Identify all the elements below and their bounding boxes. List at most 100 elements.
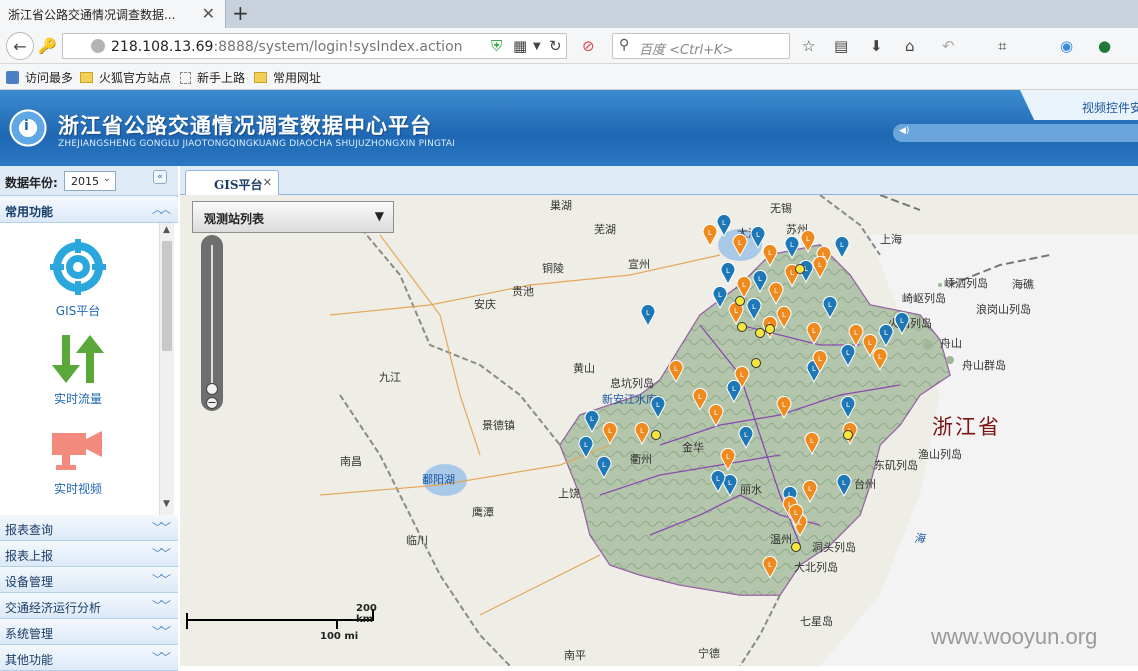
gis-platform-button[interactable]: GIS平台 (28, 239, 128, 319)
station-marker-orange-icon[interactable]: L (776, 395, 792, 419)
realtime-video-button[interactable]: 实时视频 (28, 425, 128, 497)
reload-icon[interactable]: ↻ (549, 37, 562, 55)
station-marker-orange-icon[interactable]: L (602, 421, 618, 445)
station-marker-orange-icon[interactable]: L (736, 275, 752, 299)
station-marker-orange-icon[interactable]: L (720, 447, 736, 471)
shield-icon[interactable]: ⛨ (491, 37, 503, 55)
station-marker-blue-icon[interactable]: L (712, 285, 728, 309)
station-point-icon[interactable] (735, 296, 745, 306)
station-marker-blue-icon[interactable]: L (834, 235, 850, 259)
bookmark-most-visited[interactable]: 访问最多 (6, 69, 73, 86)
tab-gis-platform[interactable]: GIS平台 ✕ (185, 170, 279, 196)
station-marker-blue-icon[interactable]: L (596, 455, 612, 479)
bookmark-common-sites[interactable]: 常用网址 (254, 69, 321, 86)
accordion-common-functions[interactable]: 常用功能 ︿︿ (0, 197, 178, 223)
accordion-report-submit[interactable]: 报表上报 ﹀﹀ (0, 541, 178, 567)
station-point-icon[interactable] (651, 430, 661, 440)
download-icon[interactable]: ⬇ (870, 37, 883, 55)
station-marker-orange-icon[interactable]: L (708, 403, 724, 427)
station-marker-orange-icon[interactable]: L (762, 555, 778, 579)
station-point-icon[interactable] (737, 322, 747, 332)
block-icon[interactable]: ⊘ (582, 37, 595, 55)
accordion-other-functions[interactable]: 其他功能 ﹀﹀ (0, 645, 178, 671)
station-marker-blue-icon[interactable]: L (720, 261, 736, 285)
station-point-icon[interactable] (795, 264, 805, 274)
reading-list-icon[interactable]: ▤ (834, 37, 849, 55)
close-tab-icon[interactable]: ✕ (262, 176, 272, 189)
new-tab-icon[interactable]: + (232, 1, 249, 25)
station-marker-blue-icon[interactable]: L (894, 311, 910, 335)
station-marker-orange-icon[interactable]: L (848, 323, 864, 347)
undo-icon[interactable]: ↶ (942, 37, 955, 55)
dropdown-arrow-icon[interactable]: ▼ (533, 40, 541, 52)
accordion-report-query[interactable]: 报表查询 ﹀﹀ (0, 515, 178, 541)
url-bar[interactable]: 218.108.13.69:8888/system/login!sysIndex… (62, 33, 567, 59)
station-point-icon[interactable] (755, 328, 765, 338)
station-marker-blue-icon[interactable]: L (752, 269, 768, 293)
station-marker-blue-icon[interactable]: L (738, 425, 754, 449)
station-marker-orange-icon[interactable]: L (732, 233, 748, 257)
close-tab-icon[interactable]: ✕ (201, 4, 215, 23)
station-marker-orange-icon[interactable]: L (862, 333, 878, 357)
station-marker-orange-icon[interactable]: L (812, 255, 828, 279)
station-marker-orange-icon[interactable]: L (776, 305, 792, 329)
station-point-icon[interactable] (765, 324, 775, 334)
station-marker-orange-icon[interactable]: L (634, 421, 650, 445)
zoom-out-icon[interactable]: − (206, 396, 218, 409)
station-marker-blue-icon[interactable]: L (710, 469, 726, 493)
station-marker-orange-icon[interactable]: L (872, 347, 888, 371)
function-panel-scrollbar[interactable]: ▲ ▼ (159, 223, 174, 515)
station-marker-blue-icon[interactable]: L (784, 235, 800, 259)
station-list-dropdown[interactable]: 观测站列表 ▼ (192, 201, 394, 233)
key-icon[interactable]: 🔑 (38, 37, 57, 55)
station-point-icon[interactable] (791, 542, 801, 552)
station-marker-orange-icon[interactable]: L (806, 321, 822, 345)
station-marker-blue-icon[interactable]: L (726, 379, 742, 403)
addon-icon[interactable]: ● (1098, 37, 1112, 55)
star-icon[interactable]: ☆ (802, 37, 816, 55)
station-marker-blue-icon[interactable]: L (840, 343, 856, 367)
station-marker-orange-icon[interactable]: L (812, 349, 828, 373)
station-point-icon[interactable] (751, 358, 761, 368)
qr-code-icon[interactable]: ▦ (513, 37, 528, 55)
station-marker-orange-icon[interactable]: L (734, 365, 750, 389)
station-point-icon[interactable] (843, 430, 853, 440)
accordion-device-management[interactable]: 设备管理 ﹀﹀ (0, 567, 178, 593)
station-marker-orange-icon[interactable]: L (668, 359, 684, 383)
station-marker-blue-icon[interactable]: L (746, 297, 762, 321)
zoom-slider[interactable]: − (201, 235, 223, 411)
station-marker-orange-icon[interactable]: L (802, 479, 818, 503)
station-marker-blue-icon[interactable]: L (578, 435, 594, 459)
extension-icon[interactable]: ◉ (1060, 37, 1074, 55)
station-marker-orange-icon[interactable]: L (800, 229, 816, 253)
bookmark-getting-started[interactable]: 新手上路 (180, 69, 245, 86)
browser-tab[interactable]: 浙江省公路交通情况调查数据... ✕ (0, 0, 226, 28)
station-marker-orange-icon[interactable]: L (762, 243, 778, 267)
search-box[interactable]: ⚲ 百度 <Ctrl+K> (612, 33, 790, 59)
station-marker-orange-icon[interactable]: L (804, 431, 820, 455)
back-arrow-icon[interactable]: ← (6, 32, 34, 60)
scroll-down-icon[interactable]: ▼ (163, 499, 170, 509)
gis-map[interactable]: 巢湖 无锡 芜湖 太湖 苏州 上海 铜陵 宣州 贵池 安庆 嵊泗列岛 海礁 崎岖… (180, 195, 1138, 666)
station-marker-blue-icon[interactable]: L (822, 295, 838, 319)
station-marker-blue-icon[interactable]: L (878, 323, 894, 347)
station-marker-blue-icon[interactable]: L (716, 213, 732, 237)
station-marker-orange-icon[interactable]: L (692, 387, 708, 411)
station-marker-blue-icon[interactable]: L (650, 395, 666, 419)
station-marker-blue-icon[interactable]: L (840, 395, 856, 419)
collapse-sidebar-icon[interactable]: « (153, 170, 167, 184)
station-marker-orange-icon[interactable]: L (702, 223, 718, 247)
station-marker-blue-icon[interactable]: L (584, 409, 600, 433)
realtime-traffic-button[interactable]: 实时流量 (28, 333, 128, 407)
crop-icon[interactable]: ⌗ (998, 37, 1007, 55)
scroll-up-icon[interactable]: ▲ (163, 225, 170, 235)
zoom-handle[interactable] (206, 383, 218, 395)
bookmark-firefox-official[interactable]: 火狐官方站点 (80, 69, 171, 86)
accordion-economic-analysis[interactable]: 交通经济运行分析 ﹀﹀ (0, 593, 178, 619)
year-select[interactable]: 2015 ⌄ (64, 171, 116, 191)
video-control-link[interactable]: 视频控件安 (1020, 90, 1138, 120)
station-marker-blue-icon[interactable]: L (640, 303, 656, 327)
home-icon[interactable]: ⌂ (905, 37, 915, 55)
station-marker-orange-icon[interactable]: L (788, 503, 804, 527)
station-marker-blue-icon[interactable]: L (836, 473, 852, 497)
